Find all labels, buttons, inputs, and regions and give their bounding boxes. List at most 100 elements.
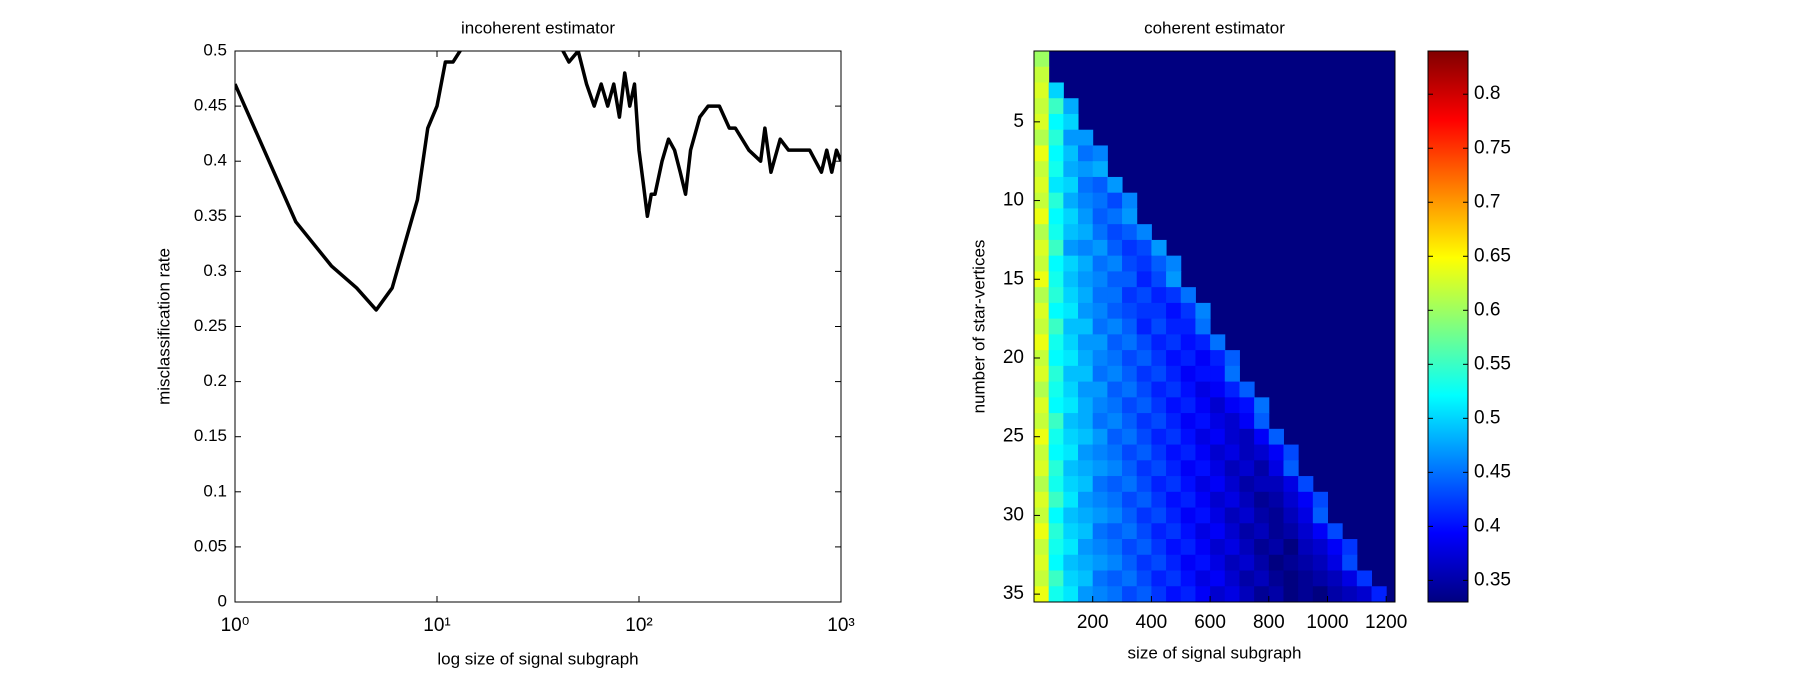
y-tick-label: 0.35: [194, 206, 227, 225]
heat-cell: [1092, 255, 1108, 272]
x-tick-label: 10³: [827, 615, 854, 636]
heat-cell: [1268, 460, 1284, 477]
heat-cell: [1151, 381, 1167, 398]
heat-cell: [1195, 507, 1211, 524]
heat-cell: [1268, 507, 1284, 524]
heat-cell: [1034, 554, 1050, 572]
heat-cell: [1063, 444, 1079, 461]
heat-cell: [1195, 460, 1211, 477]
heat-cell: [1312, 491, 1328, 509]
heat-cell: [1122, 334, 1138, 351]
heat-cell: [1283, 570, 1299, 587]
heat-cell: [1034, 318, 1050, 335]
y-tick-label: 0.5: [203, 40, 227, 59]
heat-cell: [1327, 586, 1343, 603]
heat-cell: [1063, 365, 1079, 383]
heat-cell: [1107, 255, 1123, 272]
heat-cell: [1107, 381, 1123, 398]
heat-cell: [1151, 255, 1167, 272]
heat-cell: [1151, 239, 1167, 257]
heat-cell: [1151, 539, 1167, 556]
y-tick-label: 0: [218, 591, 227, 610]
heat-cell: [1122, 224, 1138, 241]
heat-cell: [1034, 350, 1050, 367]
heat-cell: [1078, 523, 1094, 540]
heat-cell: [1195, 476, 1211, 493]
heat-cell: [1092, 208, 1108, 225]
heat-cell: [1122, 554, 1138, 572]
heat-cell: [1034, 161, 1050, 178]
heat-cell: [1078, 381, 1094, 398]
heat-cell: [1034, 507, 1050, 524]
heat-cell: [1078, 161, 1094, 178]
heat-cell: [1048, 476, 1064, 493]
heat-cell: [1048, 428, 1064, 446]
heat-cell: [1342, 554, 1358, 572]
heat-cell: [1136, 539, 1152, 556]
heat-cell: [1048, 161, 1064, 178]
heat-cell: [1166, 570, 1182, 587]
heat-cell: [1063, 239, 1079, 257]
heat-cell: [1092, 302, 1108, 320]
heat-cell: [1078, 460, 1094, 477]
heat-cell: [1151, 444, 1167, 461]
heat-cell: [1180, 365, 1196, 383]
heat-cell: [1136, 255, 1152, 272]
heat-cell: [1151, 507, 1167, 524]
heat-cell: [1298, 586, 1314, 603]
heat-cell: [1312, 586, 1328, 603]
heat-cell: [1122, 255, 1138, 272]
heat-cell: [1268, 586, 1284, 603]
heat-cell: [1180, 287, 1196, 304]
heat-cell: [1342, 539, 1358, 556]
heat-cell: [1092, 397, 1108, 414]
heat-cell: [1122, 570, 1138, 587]
heat-cell: [1034, 145, 1050, 162]
heat-cell: [1092, 145, 1108, 162]
heat-cell: [1195, 428, 1211, 446]
heat-cell: [1136, 476, 1152, 493]
heat-cell: [1136, 287, 1152, 304]
heat-cell: [1224, 365, 1240, 383]
heat-cell: [1063, 287, 1079, 304]
heat-cell: [1239, 460, 1255, 477]
heat-cell: [1224, 539, 1240, 556]
heat-cell: [1180, 350, 1196, 367]
heat-cell: [1063, 586, 1079, 603]
heat-cell: [1063, 381, 1079, 398]
heat-cell: [1063, 460, 1079, 477]
heat-cell: [1151, 271, 1167, 288]
heat-cell: [1048, 334, 1064, 351]
heat-cell: [1048, 192, 1064, 209]
heat-cell: [1136, 586, 1152, 603]
heat-cell: [1078, 507, 1094, 524]
heat-cell: [1092, 334, 1108, 351]
x-tick-label: 10⁰: [221, 615, 250, 636]
heat-cell: [1356, 586, 1373, 603]
heat-cell: [1122, 523, 1138, 540]
heat-cell: [1268, 554, 1284, 572]
heat-cell: [1224, 476, 1240, 493]
heat-cell: [1063, 523, 1079, 540]
heat-cell: [1092, 176, 1108, 194]
heat-cell: [1107, 554, 1123, 572]
heat-cell: [1254, 539, 1270, 556]
heat-cell: [1122, 318, 1138, 335]
heat-cell: [1136, 350, 1152, 367]
heat-cell: [1034, 428, 1050, 446]
x-axis-label: log size of signal subgraph: [437, 649, 638, 668]
heat-cell: [1048, 255, 1064, 272]
heat-cell: [1063, 208, 1079, 225]
heat-cell: [1254, 570, 1270, 587]
heat-cell: [1034, 113, 1050, 131]
heat-cell: [1092, 271, 1108, 288]
heat-cell: [1092, 539, 1108, 556]
heat-cell: [1078, 570, 1094, 587]
heat-cell: [1092, 554, 1108, 572]
heat-cell: [1122, 287, 1138, 304]
heat-cell: [1048, 460, 1064, 477]
heat-cell: [1239, 491, 1255, 509]
heat-cell: [1210, 507, 1226, 524]
y-tick-label: 20: [1003, 347, 1024, 368]
heat-cell: [1063, 318, 1079, 335]
